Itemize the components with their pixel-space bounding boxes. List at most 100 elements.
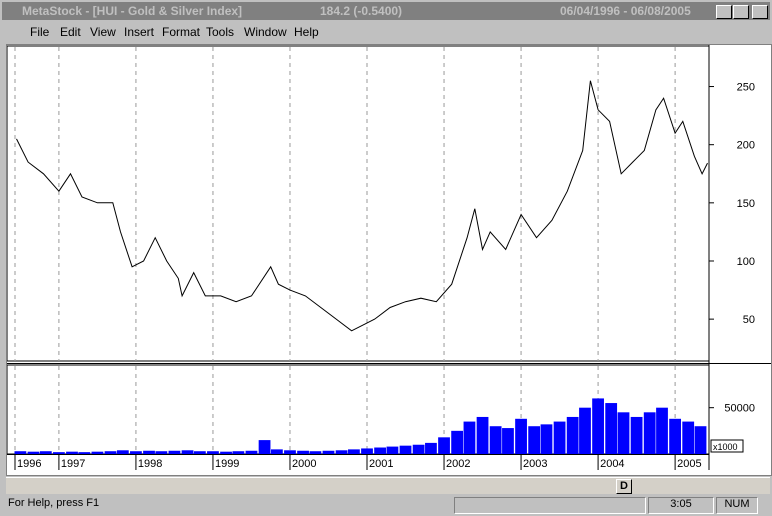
volume-bar	[502, 428, 514, 454]
volume-bar	[348, 449, 360, 454]
y-tick-label: 250	[737, 82, 755, 94]
volume-bar	[116, 450, 129, 454]
volume-bar	[476, 416, 489, 454]
volume-bar	[489, 426, 502, 454]
volume-bar	[566, 416, 579, 454]
x-tick-label: 2005	[677, 458, 701, 470]
y-tick-label: 200	[737, 140, 755, 152]
chart: 1996 1997 1998 1999 2000 2001 2002 2003 2004 2005…	[6, 45, 771, 470]
volume-bar	[374, 447, 386, 454]
volume-bar	[694, 426, 707, 454]
volume-bar	[425, 442, 437, 454]
volume-bar	[682, 421, 695, 454]
volume-bar	[78, 452, 91, 454]
volume-bar	[14, 451, 27, 454]
volume-bar	[335, 450, 348, 454]
volume-bar	[540, 424, 553, 454]
volume-bar	[386, 446, 399, 454]
volume-bar	[39, 451, 52, 454]
volume-bar	[207, 451, 219, 454]
x-tick-label: 1999	[215, 458, 239, 470]
volume-bar	[168, 450, 181, 454]
volume-bar	[412, 444, 425, 454]
date-range: 06/04/1996 - 06/08/2005	[560, 4, 691, 18]
toolbar-button[interactable]: D	[616, 479, 632, 494]
status-panel	[454, 497, 646, 514]
x-tick-label: 2001	[369, 458, 393, 470]
x-tick-label: 2003	[523, 458, 547, 470]
window-title: MetaStock - [HUI - Gold & Silver Index]	[22, 4, 243, 18]
x-tick-label: 2000	[292, 458, 316, 470]
quote: 184.2 (-0.5400)	[320, 4, 403, 18]
menu-item[interactable]: Tools	[206, 25, 235, 39]
volume-bar	[515, 418, 527, 454]
volume-bar	[297, 450, 309, 454]
volume-bar	[643, 412, 656, 454]
volume-bar	[232, 451, 245, 454]
volume-bar	[220, 451, 232, 454]
volume-bar	[284, 450, 296, 454]
volume-bar	[258, 440, 271, 454]
clock: 3:05	[648, 497, 714, 514]
volume-bar	[143, 450, 155, 454]
axis-note-box	[710, 439, 744, 453]
maximize-button[interactable]	[733, 5, 749, 19]
y-tick-label: 50000	[724, 403, 755, 415]
menu-item[interactable]: View	[90, 25, 116, 39]
volume-bar	[592, 398, 604, 454]
x-tick-label: 2004	[600, 458, 624, 470]
volume-bar	[656, 407, 668, 454]
x-tick-label: 2002	[446, 458, 470, 470]
volume-bar	[66, 451, 78, 454]
volume-bar	[399, 445, 412, 454]
close-button[interactable]	[752, 5, 768, 19]
volume-bar	[193, 451, 206, 454]
volume-bar	[528, 426, 541, 454]
pane-frame	[6, 45, 710, 362]
volume-bar	[91, 451, 104, 454]
volume-bar	[463, 421, 476, 454]
menu-item[interactable]: Insert	[124, 25, 155, 39]
volume-bar	[130, 451, 142, 454]
y-tick-label: 150	[737, 198, 755, 210]
num-lock: NUM	[716, 497, 758, 514]
chart-area: 1996 1997 1998 1999 2000 2001 2002 2003 2004 2005…	[6, 44, 772, 476]
volume-bar	[438, 437, 450, 454]
volume-bar	[553, 421, 566, 454]
volume-bar	[181, 450, 194, 454]
y-tick-label: 50	[743, 314, 755, 326]
volume-bar	[630, 416, 643, 454]
menu-item[interactable]: Help	[294, 25, 319, 39]
volume-bar	[605, 403, 618, 454]
volume-bar	[270, 449, 283, 454]
scroll-bar[interactable]: D	[6, 477, 770, 494]
volume-bar	[309, 451, 322, 454]
axis-note: x1000	[713, 442, 738, 452]
y-tick-label: 100	[737, 256, 755, 268]
volume-bar	[579, 407, 591, 454]
volume-bar	[361, 448, 373, 454]
title-bar: MetaStock - [HUI - Gold & Silver Index] …	[2, 2, 770, 20]
x-tick-label: 1998	[138, 458, 162, 470]
menu-item[interactable]: File	[30, 25, 50, 39]
menu-item[interactable]: Edit	[60, 25, 81, 39]
help-text: For Help, press F1	[8, 497, 100, 509]
volume-bar	[322, 450, 335, 454]
volume-bar	[245, 450, 258, 454]
x-tick-label: 1997	[61, 458, 85, 470]
minimize-button[interactable]	[716, 5, 732, 19]
volume-bar	[155, 451, 168, 454]
volume-bar	[617, 412, 630, 454]
x-tick-label: 1996	[17, 458, 41, 470]
volume-bar	[669, 418, 682, 454]
menu-bar: File Edit View Insert Format Tools Window Help	[2, 22, 770, 42]
volume-bar	[53, 452, 65, 454]
status-bar: For Help, press F1 3:05 NUM	[2, 496, 770, 514]
menu-item[interactable]: Format	[162, 25, 201, 39]
price-line	[16, 80, 708, 332]
volume-bar	[451, 430, 464, 454]
volume-bar	[27, 451, 40, 454]
menu-item[interactable]: Window	[244, 25, 287, 39]
volume-bar	[104, 451, 117, 454]
